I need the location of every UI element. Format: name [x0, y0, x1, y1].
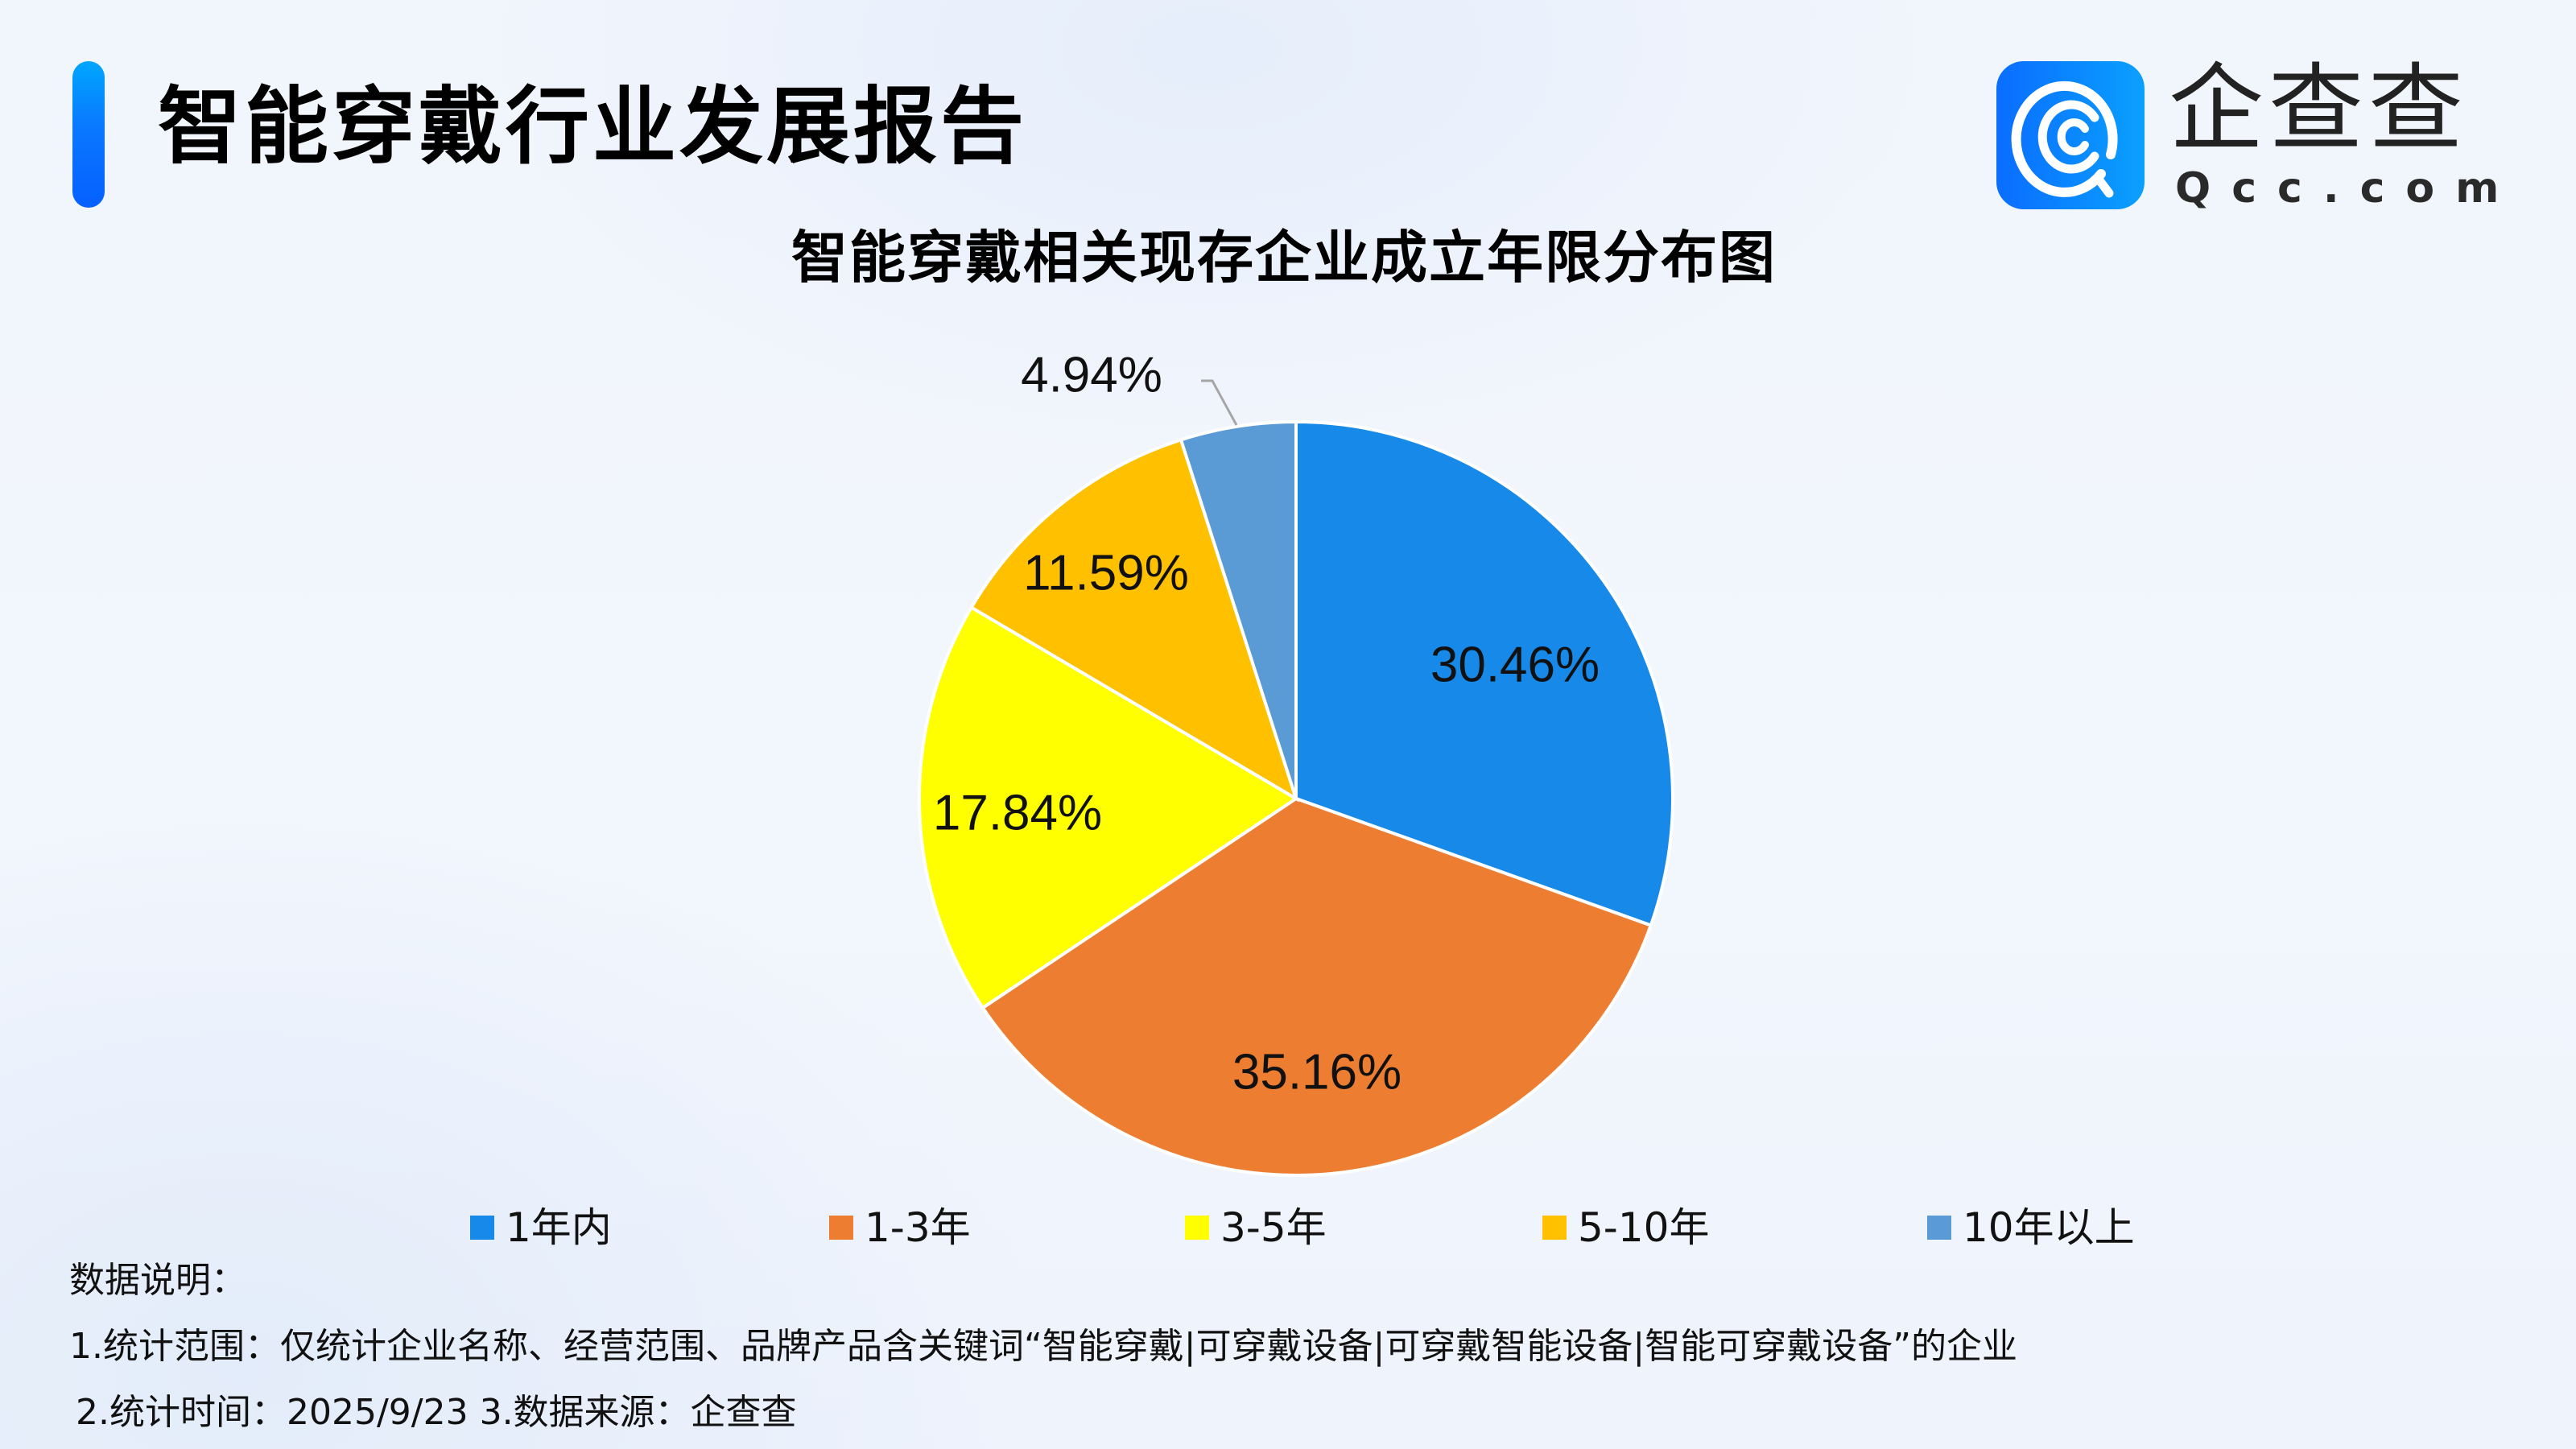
data-label: 11.59%	[1023, 545, 1189, 601]
slice-10-plus-years	[1179, 419, 1298, 799]
data-notes: 数据说明： 1.统计范围：仅统计企业名称、经营范围、品牌产品含关键词“智能穿戴|…	[69, 1248, 2017, 1446]
data-label: 30.46%	[1430, 637, 1600, 692]
data-label: 4.94%	[1021, 347, 1162, 402]
data-label: 17.84%	[933, 785, 1102, 840]
qcc-logo-icon	[1996, 61, 2145, 209]
chart-legend: 1年内 1-3年 3-5年 5-10年 10年以上	[0, 1199, 2576, 1256]
notes-scope: 1.统计范围：仅统计企业名称、经营范围、品牌产品含关键词“智能穿戴|可穿戴设备|…	[69, 1326, 2018, 1367]
legend-swatch	[470, 1216, 494, 1240]
slice-1-year	[1294, 419, 1675, 928]
legend-item-3-5-years: 3-5年	[1185, 1199, 1327, 1256]
pie-labels: 30.46% 35.16% 17.84% 11.59% 4.94%	[933, 347, 1600, 1100]
qcc-logo: 企查查 Qcc.com	[1996, 56, 2499, 214]
title-accent-bar	[72, 61, 105, 208]
legend-swatch	[1542, 1216, 1567, 1240]
leader-line	[1201, 379, 1238, 426]
legend-swatch	[829, 1216, 853, 1240]
notes-time-source: 2.统计时间：2025/9/23 3.数据来源：企查查	[76, 1392, 797, 1433]
chart-title: 智能穿戴相关现存企业成立年限分布图	[791, 225, 1777, 291]
legend-item-10-plus-years: 10年以上	[1927, 1199, 2135, 1256]
data-label: 35.16%	[1232, 1044, 1402, 1100]
slice-5-10-years	[968, 437, 1299, 803]
pie-slices	[918, 419, 1675, 1177]
legend-swatch	[1927, 1216, 1951, 1240]
notes-heading: 数据说明：	[69, 1260, 246, 1301]
logo-name-en: Qcc.com	[2175, 164, 2520, 213]
slice-1-3-years	[980, 796, 1653, 1177]
page-title: 智能穿戴行业发展报告	[158, 77, 1028, 175]
slice-3-5-years	[918, 605, 1299, 1010]
legend-item-1-year: 1年内	[470, 1199, 612, 1256]
logo-name-cn: 企查查	[2169, 53, 2469, 164]
legend-swatch	[1185, 1216, 1209, 1240]
legend-item-5-10-years: 5-10年	[1542, 1199, 1709, 1256]
legend-item-1-3-years: 1-3年	[829, 1199, 971, 1256]
